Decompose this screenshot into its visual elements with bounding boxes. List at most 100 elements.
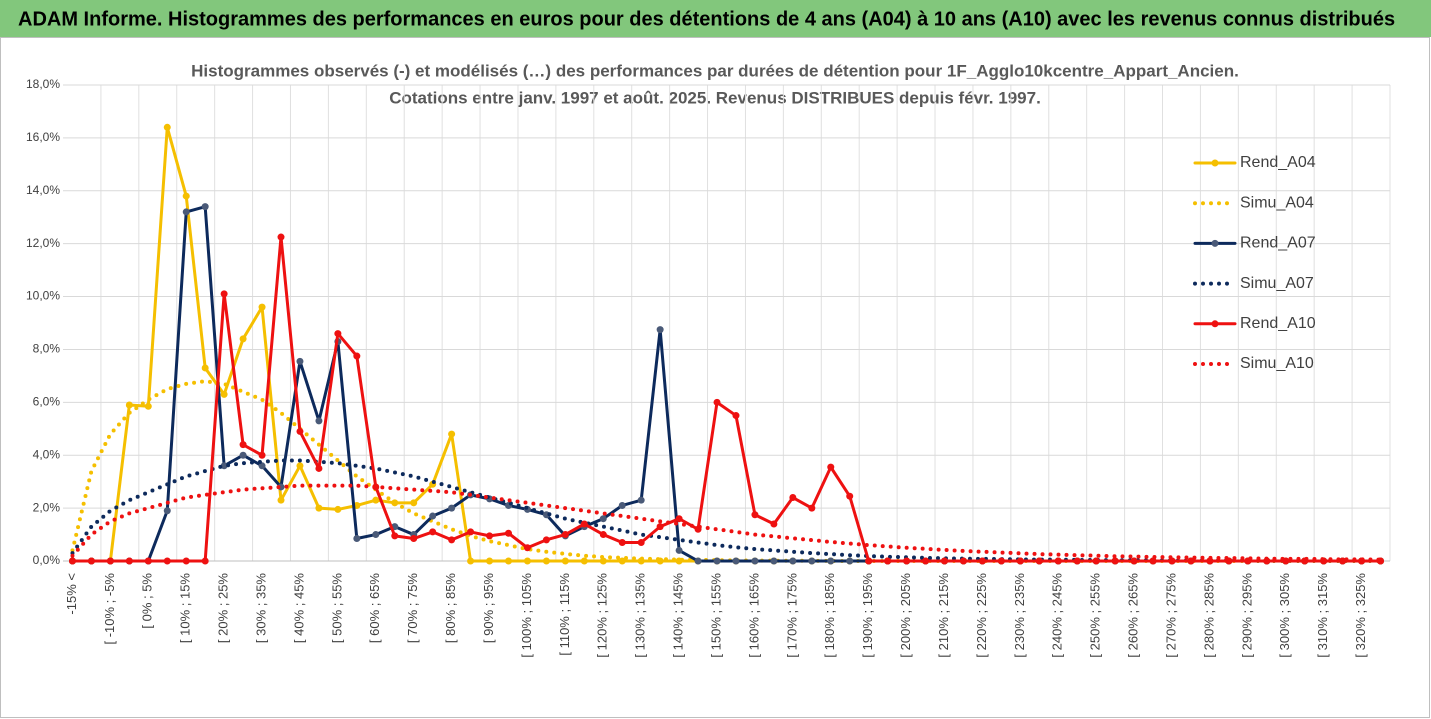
point [258,451,266,459]
point [448,536,456,544]
point [618,538,626,546]
frame [0,37,1430,718]
point [751,511,759,519]
y-tick-label: 12,0% [26,236,60,250]
y-tick-label: 0,0% [33,553,61,567]
x-tick-label: [ 30% ; 35% [253,573,268,644]
x-tick-label: [ 140% ; 145% [671,573,686,658]
point [334,505,342,513]
point [201,203,209,211]
point [542,557,550,565]
point [448,430,456,438]
y-tick-label: 16,0% [26,130,60,144]
point [789,494,797,502]
point [713,398,721,406]
point [410,499,418,507]
point [182,557,190,565]
point [1130,557,1138,565]
point [239,335,247,343]
x-tick-label: [ 100% ; 105% [519,573,534,658]
point [410,535,418,543]
point [125,401,133,409]
point [296,357,304,365]
point [353,535,361,543]
point [770,520,778,528]
y-tick-label: 18,0% [26,77,60,91]
point [258,303,266,311]
y-tick-label: 10,0% [26,289,60,303]
x-tick-label: [ 120% ; 125% [595,573,610,658]
y-tick-label: 6,0% [33,395,61,409]
point [884,557,892,565]
legend-marker [1211,320,1219,328]
model-curve [70,483,1383,562]
point [125,557,133,565]
y-tick-label: 2,0% [33,500,61,514]
x-tick-label: [ 210% ; 215% [936,573,951,658]
point [315,464,323,472]
point [1092,557,1100,565]
point [163,557,171,565]
point [1073,557,1081,565]
legend-label: Simu_A07 [1240,275,1314,292]
point [201,364,209,372]
point [258,462,266,470]
point [865,557,873,565]
point [467,528,475,536]
x-tick-label: [ 250% ; 255% [1088,573,1103,658]
point [959,557,967,565]
point [637,496,645,504]
chart-title: Histogrammes observés (-) et modélisés (… [191,61,1239,80]
point [827,557,835,565]
point [751,557,759,565]
point [87,557,95,565]
x-tick-label: [ 110% ; 115% [557,573,572,656]
x-tick-label: [ 130% ; 135% [633,573,648,658]
point [580,557,588,565]
point [599,531,607,539]
point [486,532,494,540]
point [599,557,607,565]
point [429,528,437,536]
point [618,557,626,565]
point [372,531,380,539]
point [846,557,854,565]
legend-label: Rend_A07 [1240,235,1316,252]
x-tick-label: [ 290% ; 295% [1239,573,1254,658]
point [429,512,437,520]
x-tick-label: [ 150% ; 155% [708,573,723,658]
point [827,463,835,471]
x-tick-label: [ 50% ; 55% [329,573,344,644]
point [846,492,854,500]
point [561,557,569,565]
point [1111,557,1119,565]
point [732,412,740,420]
point [523,557,531,565]
point [732,557,740,565]
x-tick-label: [ 160% ; 165% [746,573,761,658]
point [599,515,607,523]
x-tick-label: [ 220% ; 225% [974,573,989,658]
model-curve [70,458,1383,563]
point [163,507,171,515]
point [201,557,209,565]
point [277,233,285,241]
point [1035,557,1043,565]
point [106,557,114,565]
point [353,352,361,360]
point [467,557,475,565]
x-tick-label: [ 0% ; 5% [140,573,155,629]
point [296,462,304,470]
y-tick-label: 8,0% [33,342,61,356]
x-tick-label: [ 60% ; 65% [367,573,382,644]
point [239,441,247,449]
point [334,330,342,338]
point [144,557,152,565]
point [656,523,664,531]
legend-label: Simu_A04 [1240,194,1314,211]
point [789,557,797,565]
point [713,557,721,565]
x-tick-label: [ 300% ; 305% [1277,573,1292,658]
y-tick-label: 14,0% [26,183,60,197]
